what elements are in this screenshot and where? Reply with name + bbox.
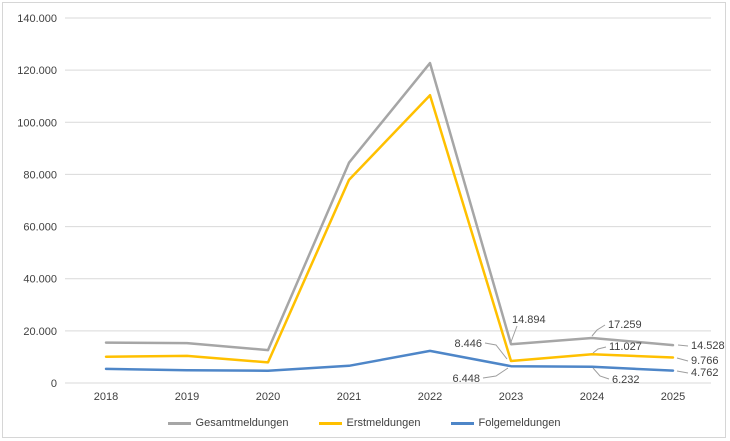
data-label-erstmeldungen-2025: 9.766 (691, 355, 719, 367)
x-tick-label: 2022 (418, 391, 442, 403)
data-label-folgemeldungen-2024: 6.232 (612, 374, 640, 386)
legend-label: Folgemeldungen (478, 417, 561, 429)
legend-item-erstmeldungen: Erstmeldungen (318, 417, 421, 429)
series-line-gesamtmeldungen (104, 61, 675, 352)
legend-label: Gesamtmeldungen (195, 417, 289, 429)
data-label-gesamtmeldungen-2025: 14.528 (691, 340, 725, 352)
data-label-leader-line (592, 367, 610, 380)
y-tick-label: 0 (51, 378, 57, 390)
series-line-erstmeldungen (104, 93, 675, 364)
data-label-leader-line (677, 344, 689, 347)
data-label-leader-line (592, 346, 607, 354)
series-line-folgemeldungen (104, 349, 675, 372)
legend-item-folgemeldungen: Folgemeldungen (450, 417, 561, 429)
x-tick-label: 2024 (580, 391, 604, 403)
y-tick-label: 60.000 (23, 222, 57, 234)
data-label-gesamtmeldungen-2023: 14.894 (512, 314, 546, 326)
folgemeldungen-line-swatch-icon (450, 422, 474, 425)
data-label-erstmeldungen-2023: 8.446 (454, 338, 482, 350)
data-label-folgemeldungen-2023: 6.448 (452, 373, 480, 385)
y-tick-label: 140.000 (17, 13, 57, 25)
data-label-erstmeldungen-2024: 11.027 (609, 341, 642, 353)
y-tick-label: 40.000 (23, 274, 57, 286)
y-tick-label: 120.000 (17, 65, 57, 77)
gesamtmeldungen-line-swatch-icon (167, 422, 191, 425)
line-chart: 0 20.000 40.000 60.000 80.000 100.000 120.000 1… (17, 13, 725, 403)
x-tick-label: 2020 (256, 391, 280, 403)
x-tick-label: 2019 (175, 391, 199, 403)
legend-label: Erstmeldungen (346, 417, 421, 429)
y-tick-label: 100.000 (17, 117, 57, 129)
data-label-leader-line (591, 324, 606, 337)
x-tick-label: 2025 (661, 391, 685, 403)
x-tick-label: 2021 (337, 391, 361, 403)
x-tick-label: 2018 (94, 391, 118, 403)
data-label-leader-line (676, 370, 689, 374)
y-tick-label: 20.000 (23, 326, 57, 338)
data-label-folgemeldungen-2025: 4.762 (691, 367, 719, 379)
data-label-leader-line (676, 357, 689, 362)
data-label-leader-line (484, 342, 508, 360)
x-tick-label: 2023 (499, 391, 523, 403)
erstmeldungen-line-swatch-icon (318, 422, 342, 425)
data-label-leader-line (482, 367, 509, 379)
data-label-gesamtmeldungen-2024: 17.259 (608, 319, 642, 331)
chart-legend: Gesamtmeldungen Erstmeldungen Folgemeldu… (3, 418, 725, 429)
data-label-leader-line (510, 325, 518, 343)
y-tick-label: 80.000 (23, 169, 57, 181)
legend-item-gesamtmeldungen: Gesamtmeldungen (167, 417, 289, 429)
